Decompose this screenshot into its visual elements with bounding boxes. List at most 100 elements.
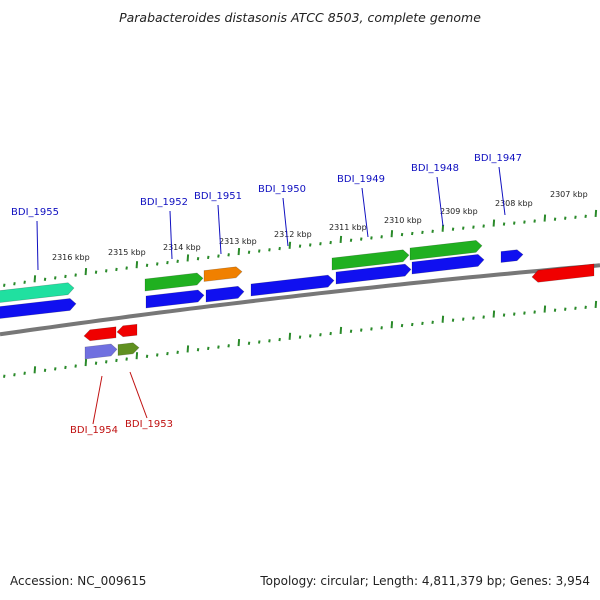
tick-mark (564, 216, 567, 220)
tick-mark (553, 308, 557, 312)
tick-mark (43, 277, 47, 282)
gene-labels: BDI_1955 BDI_1952 BDI_1951 BDI_1950 BDI_1949… (11, 153, 522, 436)
tick-mark (482, 315, 485, 319)
tick-mark (349, 329, 353, 333)
tick-mark (207, 255, 210, 260)
tick-mark (217, 254, 220, 258)
tick-mark (288, 332, 292, 340)
tick-mark (380, 235, 383, 239)
gene-features (0, 240, 595, 360)
tick-mark (145, 354, 149, 358)
tick-mark (94, 361, 98, 365)
tick-mark (431, 229, 434, 233)
tick-mark (553, 217, 557, 221)
tick-mark (472, 316, 475, 320)
tick-mark (533, 219, 536, 223)
tick-mark (156, 262, 159, 266)
tick-mark (196, 347, 200, 352)
gene-bar-green (144, 272, 204, 292)
tick-mark (268, 339, 271, 343)
tick-mark (278, 337, 281, 342)
tick-mark (390, 230, 394, 238)
tick-mark (462, 226, 465, 230)
tick-mark (421, 230, 424, 235)
gene-arrow-red (116, 323, 138, 338)
tick-mark (431, 320, 434, 324)
tick-mark (166, 351, 169, 356)
tick-mark (339, 235, 343, 243)
gene-label-reverse: BDI_1953 (125, 419, 173, 430)
tick-mark (502, 313, 506, 317)
tick-mark (594, 300, 598, 308)
tick-label: 2309 kbp (440, 207, 478, 216)
gene-arrow-blue (145, 289, 205, 309)
tick-label: 2314 kbp (163, 243, 201, 252)
tick-mark (115, 358, 118, 363)
tick-mark (186, 345, 190, 353)
gene-arrow-red (83, 326, 117, 342)
tick-mark (309, 334, 312, 338)
tick-mark (54, 367, 57, 371)
tick-mark (176, 259, 179, 263)
gene-arrow-blue (500, 249, 524, 263)
leader-line (129, 371, 148, 419)
tick-label: 2308 kbp (495, 199, 533, 208)
gene-arrow-blue (0, 298, 77, 319)
gene-bar-green (331, 249, 410, 271)
tick-mark (482, 224, 485, 228)
tick-mark (3, 283, 6, 287)
tick-mark (574, 306, 577, 310)
tick-mark (105, 269, 108, 273)
tick-mark (3, 374, 6, 378)
backbone-line (0, 263, 600, 337)
gene-bar-purple (84, 343, 118, 360)
tick-mark (513, 221, 516, 225)
outer-tick-track (3, 209, 598, 287)
genome-backbone (0, 263, 600, 337)
tick-mark (115, 267, 118, 272)
gene-label-forward: BDI_1948 (411, 163, 459, 174)
tick-label: 2316 kbp (52, 253, 90, 262)
tick-label: 2315 kbp (108, 248, 146, 257)
tick-mark (227, 344, 230, 348)
tick-mark (64, 365, 67, 370)
tick-mark (492, 310, 496, 318)
tick-mark (451, 318, 455, 322)
tick-mark (23, 371, 26, 375)
tick-mark (23, 280, 26, 284)
topology-text: Topology: circular; Length: 4,811,379 bp… (260, 574, 590, 588)
leader-line (169, 210, 173, 260)
leader-line (36, 220, 39, 271)
gene-arrow-blue (335, 263, 412, 285)
tick-mark (339, 326, 343, 334)
tick-mark (390, 321, 394, 329)
tick-mark (441, 315, 445, 323)
tick-mark (411, 322, 414, 327)
label-leader-lines (36, 166, 506, 425)
gene-label-forward: BDI_1947 (474, 153, 522, 164)
tick-mark (105, 360, 108, 364)
tick-mark (543, 214, 547, 222)
tick-mark (84, 359, 88, 367)
tick-mark (13, 373, 16, 377)
inner-tick-track (3, 300, 598, 378)
tick-mark (584, 214, 587, 218)
tick-mark (207, 346, 210, 351)
tick-label: 2307 kbp (550, 190, 588, 199)
tick-label: 2310 kbp (384, 216, 422, 225)
gene-label-forward: BDI_1949 (337, 174, 385, 185)
tick-mark (411, 231, 414, 236)
tick-mark (247, 341, 251, 345)
gene-arrow-blue (205, 285, 245, 303)
leader-line (282, 197, 289, 247)
tick-mark (451, 227, 455, 231)
tick-mark (513, 312, 516, 316)
tick-mark (502, 222, 506, 226)
tick-mark (156, 353, 159, 357)
leader-line (498, 166, 506, 216)
gene-label-forward: BDI_1955 (11, 207, 59, 218)
tick-mark (217, 345, 220, 349)
tick-mark (84, 268, 88, 276)
tick-labels: 2316 kbp 2315 kbp 2314 kbp 2313 kbp 2312 kbp… (52, 190, 588, 262)
